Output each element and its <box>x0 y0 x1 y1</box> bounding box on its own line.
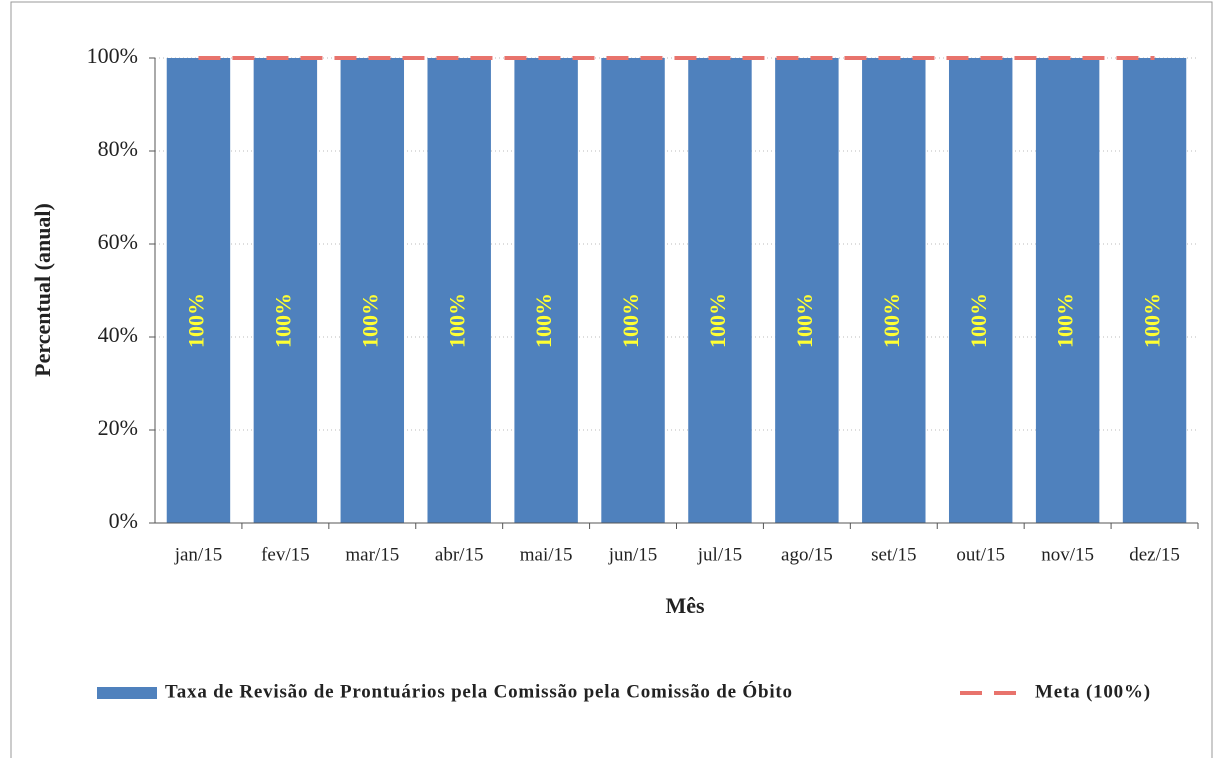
data-label: 100% <box>444 293 469 348</box>
data-label: 100% <box>357 293 382 348</box>
bar <box>1035 58 1100 523</box>
x-tick-label: jun/15 <box>608 544 658 565</box>
bar <box>253 58 318 523</box>
data-label: 100% <box>1053 293 1078 348</box>
y-tick-label: 40% <box>98 322 138 347</box>
legend-label: Meta (100%) <box>1035 681 1151 702</box>
x-tick-label: mar/15 <box>345 544 399 565</box>
y-tick-label: 80% <box>98 136 138 161</box>
x-tick-label: out/15 <box>956 544 1005 565</box>
bar <box>775 58 839 523</box>
legend-label: Taxa de Revisão de Prontuários pela Comi… <box>165 680 793 702</box>
bar <box>340 58 405 523</box>
data-label: 100% <box>618 293 643 348</box>
x-tick-label: mai/15 <box>520 544 573 565</box>
x-tick-label: set/15 <box>871 544 916 565</box>
data-label: 100% <box>1140 293 1165 348</box>
bar <box>948 58 1013 523</box>
data-label: 100% <box>270 293 295 348</box>
x-tick-label: jan/15 <box>174 544 223 565</box>
x-tick-label: fev/15 <box>261 544 310 565</box>
bar <box>601 58 665 523</box>
bar <box>1122 58 1187 523</box>
x-tick-label: nov/15 <box>1041 544 1094 565</box>
y-tick-label: 100% <box>87 43 138 68</box>
bar <box>514 58 578 523</box>
y-tick-label: 20% <box>98 415 138 440</box>
bar <box>166 58 231 523</box>
bar <box>688 58 752 523</box>
data-label: 100% <box>184 293 209 348</box>
bar <box>427 58 491 523</box>
x-tick-label: dez/15 <box>1129 544 1180 565</box>
y-tick-label: 60% <box>98 229 138 254</box>
data-label: 100% <box>705 293 730 348</box>
x-tick-label: abr/15 <box>435 544 484 565</box>
data-label: 100% <box>966 293 991 348</box>
x-tick-label: jul/15 <box>697 544 742 565</box>
legend-swatch <box>97 687 157 699</box>
data-label: 100% <box>792 293 817 348</box>
x-axis-title: Mês <box>665 593 705 618</box>
x-tick-label: ago/15 <box>781 544 833 565</box>
bar <box>862 58 926 523</box>
frame <box>10 1 1213 758</box>
y-tick-label: 0% <box>109 508 138 533</box>
data-label: 100% <box>879 293 904 348</box>
data-label: 100% <box>531 293 556 348</box>
y-axis-title: Percentual (anual) <box>30 203 55 377</box>
